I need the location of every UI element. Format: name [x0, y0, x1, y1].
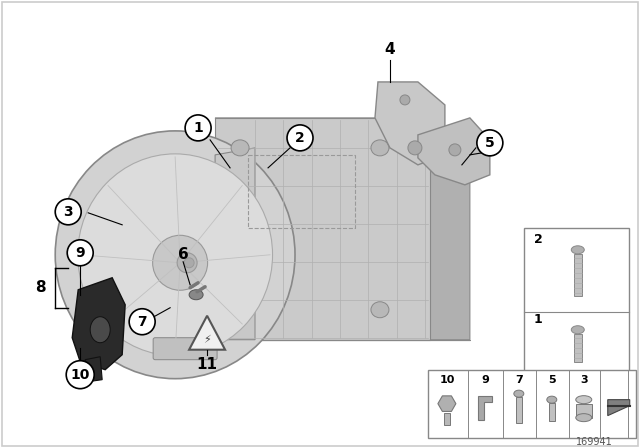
Circle shape — [287, 125, 313, 151]
Text: 1: 1 — [193, 121, 203, 135]
Ellipse shape — [153, 235, 207, 290]
Text: 7: 7 — [515, 375, 523, 385]
Ellipse shape — [371, 140, 389, 156]
Text: 9: 9 — [481, 375, 489, 385]
Text: ⚡: ⚡ — [204, 335, 211, 345]
Ellipse shape — [189, 290, 203, 300]
Polygon shape — [478, 396, 492, 420]
Text: 169941: 169941 — [577, 437, 613, 447]
Ellipse shape — [514, 390, 524, 397]
Ellipse shape — [177, 253, 197, 273]
Bar — [428, 370, 636, 438]
Polygon shape — [375, 82, 445, 165]
Ellipse shape — [77, 154, 273, 356]
Ellipse shape — [371, 302, 389, 318]
Text: 11: 11 — [196, 357, 218, 372]
Text: 10: 10 — [439, 375, 454, 385]
Bar — [444, 413, 450, 425]
Ellipse shape — [449, 144, 461, 156]
Polygon shape — [608, 400, 630, 416]
Circle shape — [55, 199, 81, 225]
Polygon shape — [430, 118, 470, 340]
Polygon shape — [85, 357, 102, 382]
Ellipse shape — [547, 396, 557, 403]
Ellipse shape — [572, 246, 584, 254]
Text: 1: 1 — [534, 313, 543, 326]
Ellipse shape — [231, 302, 249, 318]
Text: 6: 6 — [178, 247, 189, 262]
Bar — [574, 254, 582, 296]
Polygon shape — [215, 118, 430, 340]
Polygon shape — [215, 148, 255, 340]
Text: 3: 3 — [63, 205, 73, 219]
Ellipse shape — [408, 141, 422, 155]
Text: 5: 5 — [548, 375, 556, 385]
Text: 9: 9 — [76, 246, 85, 260]
Circle shape — [66, 361, 94, 389]
Text: 7: 7 — [138, 315, 147, 329]
Text: 10: 10 — [70, 368, 90, 382]
Ellipse shape — [572, 326, 584, 334]
Text: 8: 8 — [35, 280, 45, 295]
Polygon shape — [418, 118, 490, 185]
Polygon shape — [215, 118, 470, 148]
Ellipse shape — [576, 396, 592, 404]
Bar — [549, 403, 555, 421]
Ellipse shape — [576, 414, 592, 422]
Bar — [576, 404, 592, 418]
Ellipse shape — [231, 140, 249, 156]
Ellipse shape — [400, 95, 410, 105]
Circle shape — [185, 115, 211, 141]
Circle shape — [67, 240, 93, 266]
Bar — [516, 396, 522, 422]
Ellipse shape — [55, 131, 295, 379]
Text: 2: 2 — [534, 233, 543, 246]
Text: 2: 2 — [295, 131, 305, 145]
Polygon shape — [72, 278, 125, 370]
Text: 3: 3 — [580, 375, 588, 385]
Text: 5: 5 — [485, 136, 495, 150]
Ellipse shape — [90, 317, 110, 343]
Polygon shape — [189, 316, 225, 350]
Bar — [574, 334, 582, 362]
Circle shape — [129, 309, 155, 335]
Text: 4: 4 — [385, 43, 396, 57]
Bar — [524, 228, 628, 403]
Ellipse shape — [184, 258, 194, 268]
Circle shape — [477, 130, 503, 156]
FancyBboxPatch shape — [153, 338, 217, 360]
